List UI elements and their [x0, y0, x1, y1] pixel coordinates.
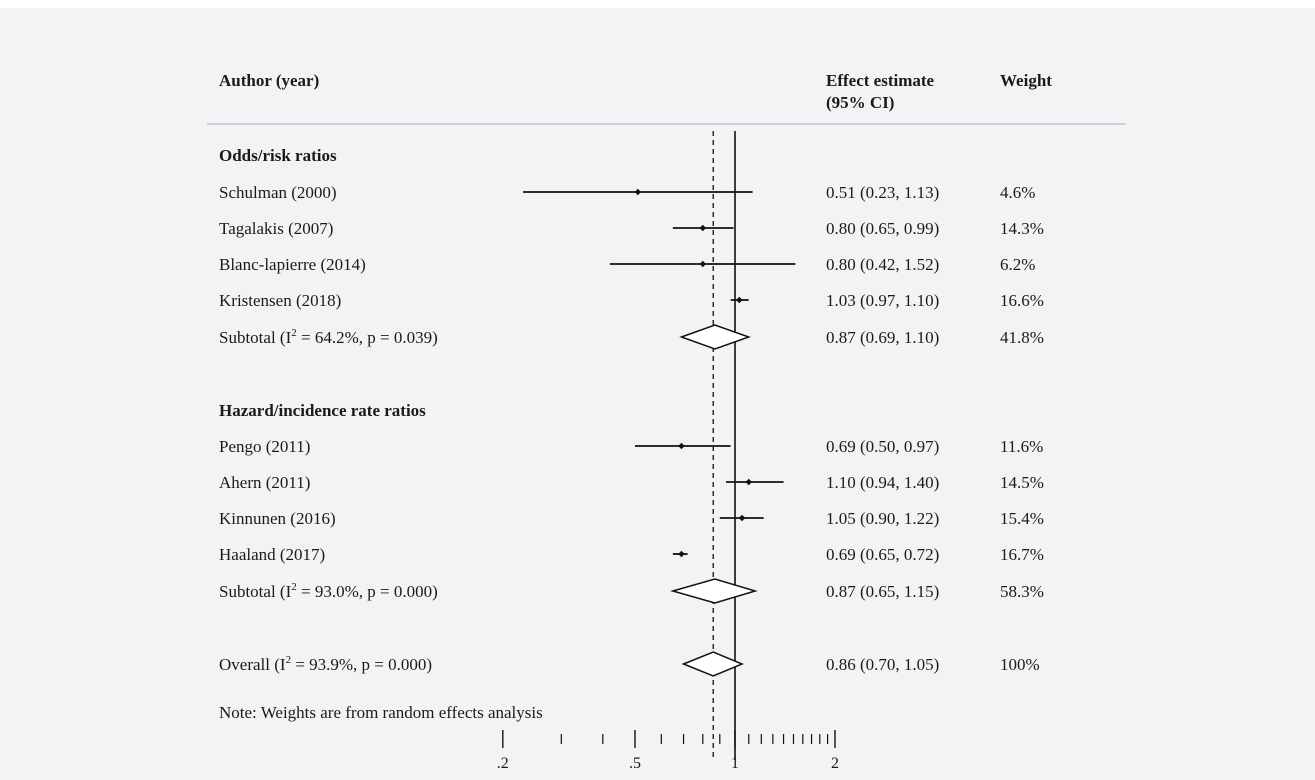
study-label: Kinnunen (2016)	[219, 509, 336, 528]
subtotal-label: Subtotal (I2 = 64.2%, p = 0.039)	[219, 327, 438, 347]
header-effect-line1: Effect estimate	[826, 71, 935, 90]
point-estimate	[699, 260, 707, 268]
plot-layer	[522, 131, 796, 760]
study-label: Tagalakis (2007)	[219, 219, 333, 238]
effect-estimate: 0.80 (0.42, 1.52)	[826, 255, 939, 274]
point-estimate	[736, 296, 743, 304]
subtotal-weight: 41.8%	[1000, 328, 1044, 347]
study-label: Kristensen (2018)	[219, 291, 341, 310]
weight-value: 14.3%	[1000, 219, 1044, 238]
point-estimate	[678, 550, 685, 558]
point-estimate	[745, 478, 752, 486]
effect-estimate: 0.69 (0.65, 0.72)	[826, 545, 939, 564]
effect-estimate: 0.80 (0.65, 0.99)	[826, 219, 939, 238]
tick-label: 1	[731, 755, 739, 772]
effect-estimate: 1.10 (0.94, 1.40)	[826, 473, 939, 492]
study-label: Pengo (2011)	[219, 437, 310, 456]
header-author: Author (year)	[219, 71, 319, 90]
effect-estimate: 0.51 (0.23, 1.13)	[826, 183, 939, 202]
study-label: Schulman (2000)	[219, 183, 337, 202]
effect-estimate: 1.05 (0.90, 1.22)	[826, 509, 939, 528]
overall-weight: 100%	[1000, 655, 1040, 674]
study-label: Ahern (2011)	[219, 473, 310, 492]
weight-value: 11.6%	[1000, 437, 1043, 456]
header-weight: Weight	[1000, 71, 1052, 90]
subtotal-diamond	[670, 578, 758, 604]
weight-value: 6.2%	[1000, 255, 1035, 274]
tick-label: 2	[831, 755, 839, 772]
group-heading: Odds/risk ratios	[219, 146, 337, 165]
subtotal-weight: 58.3%	[1000, 582, 1044, 601]
point-estimate	[634, 188, 642, 196]
group-heading: Hazard/incidence rate ratios	[219, 401, 426, 420]
tick-label: .2	[497, 755, 509, 772]
rows-layer: Odds/risk ratios Schulman (2000) 0.51 (0.2…	[219, 146, 1044, 674]
study-label: Haaland (2017)	[219, 545, 325, 564]
overall-estimate: 0.86 (0.70, 1.05)	[826, 655, 939, 674]
x-axis: .2 .5 1 2	[497, 730, 839, 772]
tick-label: .5	[629, 755, 641, 772]
study-label: Blanc-lapierre (2014)	[219, 255, 366, 274]
effect-estimate: 0.69 (0.50, 0.97)	[826, 437, 939, 456]
overall-label: Overall (I2 = 93.9%, p = 0.000)	[219, 654, 432, 674]
subtotal-label: Subtotal (I2 = 93.0%, p = 0.000)	[219, 581, 438, 601]
point-estimate	[678, 442, 685, 450]
overall-diamond	[681, 651, 744, 677]
point-estimate	[699, 224, 707, 232]
footnote: Note: Weights are from random effects an…	[219, 703, 543, 722]
forest-plot: Author (year) Effect estimate (95% CI) W…	[207, 71, 1126, 772]
weight-value: 16.6%	[1000, 291, 1044, 310]
weight-value: 4.6%	[1000, 183, 1035, 202]
subtotal-estimate: 0.87 (0.65, 1.15)	[826, 582, 939, 601]
subtotal-estimate: 0.87 (0.69, 1.10)	[826, 328, 939, 347]
effect-estimate: 1.03 (0.97, 1.10)	[826, 291, 939, 310]
weight-value: 14.5%	[1000, 473, 1044, 492]
forest-plot-panel: Author (year) Effect estimate (95% CI) W…	[0, 8, 1315, 780]
weight-value: 16.7%	[1000, 545, 1044, 564]
point-estimate	[738, 514, 746, 522]
subtotal-diamond	[679, 324, 751, 350]
header-effect-line2: (95% CI)	[826, 93, 894, 112]
weight-value: 15.4%	[1000, 509, 1044, 528]
